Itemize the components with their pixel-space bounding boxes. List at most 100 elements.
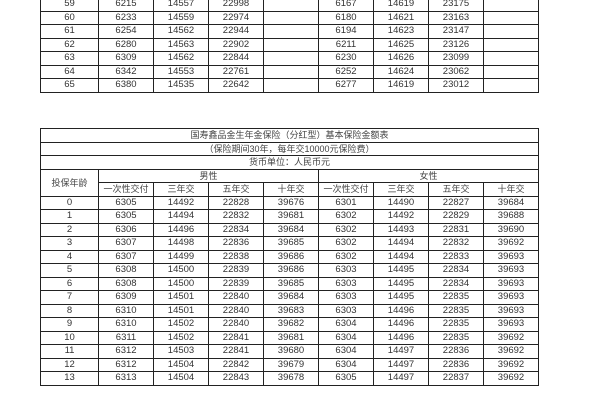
table-cell: 6230	[318, 51, 374, 66]
table-row: 5 6308 14500 22839 39686 6303 14495 22834 39693	[40, 263, 539, 278]
table-cell: 22834	[208, 222, 264, 237]
table-cell: 6194	[318, 24, 374, 39]
column-header: 五年交	[208, 182, 264, 197]
table-row: 7 6309 14501 22840 39684 6303 14495 22835 39693	[40, 290, 539, 305]
table-cell: 22832	[428, 236, 484, 251]
table-row: 6 6308 14500 22839 39685 6303 14495 22834 39693	[40, 276, 539, 291]
table-cell	[483, 24, 539, 39]
table-cell: 6312	[98, 344, 154, 359]
table-cell: 39686	[263, 263, 319, 278]
table-cell: 39676	[263, 195, 319, 210]
table-cell: 14621	[373, 10, 429, 25]
table-cell: 39693	[483, 249, 539, 264]
table-cell	[263, 10, 319, 25]
table-cell: 22827	[428, 195, 484, 210]
table-cell: 39682	[263, 317, 319, 332]
table-cell: 6180	[318, 10, 374, 25]
table-cell: 39684	[263, 222, 319, 237]
table-row: 11 6312 14503 22841 39680 6304 14497 22836 39692	[40, 344, 539, 359]
table-cell: 39679	[263, 357, 319, 372]
table-cell: 14496	[373, 317, 429, 332]
table-cell	[263, 0, 319, 12]
age-cell: 13	[40, 371, 99, 386]
table-cell: 39693	[483, 303, 539, 318]
column-header: 三年交	[153, 182, 209, 197]
table-cell	[263, 51, 319, 66]
table-cell: 23099	[428, 51, 484, 66]
table-cell: 22834	[428, 263, 484, 278]
table-row: 13 6313 14504 22843 39678 6305 14497 22837 39692	[40, 371, 539, 386]
table-cell: 39678	[263, 371, 319, 386]
table-cell: 14624	[373, 64, 429, 79]
table-cell: 39683	[263, 303, 319, 318]
table-cell: 14490	[373, 195, 429, 210]
age-cell: 12	[40, 357, 99, 372]
table-cell	[483, 51, 539, 66]
table-row: 0 6305 14492 22828 39676 6301 14490 22827 39684	[40, 195, 539, 210]
table-cell: 22832	[208, 209, 264, 224]
table-cell: 22761	[208, 64, 264, 79]
table-row: 65 6380 14535 22642 6277 14619 23012	[40, 78, 539, 93]
table-cell: 22831	[428, 222, 484, 237]
table-cell: 14498	[153, 236, 209, 251]
table-cell: 14497	[373, 357, 429, 372]
table-cell: 65	[40, 78, 99, 93]
table-cell: 22835	[428, 317, 484, 332]
table-cell: 22835	[428, 330, 484, 345]
table-title: 国寿鑫品金生年金保险（分红型）基本保险金额表	[40, 128, 539, 143]
table-cell: 6312	[98, 357, 154, 372]
table-cell: 6308	[98, 276, 154, 291]
table-row: 9 6310 14502 22840 39682 6304 14496 22835 39693	[40, 317, 539, 332]
table-cell	[483, 10, 539, 25]
column-header: 三年交	[373, 182, 429, 197]
table-cell: 22841	[208, 330, 264, 345]
age-cell: 0	[40, 195, 99, 210]
table-cell: 14553	[153, 64, 209, 79]
table-row: 64 6342 14553 22761 6252 14624 23062	[40, 64, 539, 79]
table-cell: 22840	[208, 303, 264, 318]
table-cell: 14500	[153, 276, 209, 291]
table-cell	[263, 37, 319, 52]
table-cell	[263, 78, 319, 93]
table-cell: 6303	[318, 290, 374, 305]
table-cell: 14492	[153, 195, 209, 210]
age-cell: 6	[40, 276, 99, 291]
table-cell: 14625	[373, 37, 429, 52]
table-cell: 22839	[208, 276, 264, 291]
table-cell: 6310	[98, 303, 154, 318]
table-cell: 23012	[428, 78, 484, 93]
table-cell: 6313	[98, 371, 154, 386]
table-row: 63 6309 14562 22844 6230 14626 23099	[40, 51, 539, 66]
table-cell: 39690	[483, 222, 539, 237]
table-cell: 22837	[428, 371, 484, 386]
table-cell: 6380	[98, 78, 154, 93]
table-cell: 22841	[208, 344, 264, 359]
table-cell: 6233	[98, 10, 154, 25]
table-subtitle: （保险期间30年，每年交10000元保险费）	[40, 141, 539, 156]
column-header: 十年交	[483, 182, 539, 197]
table-cell: 22902	[208, 37, 264, 52]
table-cell: 22843	[208, 371, 264, 386]
table-cell: 6305	[98, 209, 154, 224]
currency-note: 货币单位：人民币元	[40, 155, 539, 170]
table-cell: 14559	[153, 10, 209, 25]
table-cell: 22838	[208, 249, 264, 264]
column-header: 十年交	[263, 182, 319, 197]
table-cell: 22974	[208, 10, 264, 25]
table-cell: 39688	[483, 209, 539, 224]
table-cell: 6307	[98, 249, 154, 264]
table-row: 62 6280 14563 22902 6211 14625 23126	[40, 37, 539, 52]
table-cell: 22839	[208, 263, 264, 278]
table-row: 2 6306 14496 22834 39684 6302 14493 22831 39690	[40, 222, 539, 237]
table-cell: 39684	[263, 290, 319, 305]
table-cell: 14496	[373, 330, 429, 345]
table-cell: 6304	[318, 357, 374, 372]
table-cell: 14502	[153, 317, 209, 332]
table-cell: 6167	[318, 0, 374, 12]
table-cell: 39681	[263, 330, 319, 345]
table-cell: 22836	[208, 236, 264, 251]
age-cell: 8	[40, 303, 99, 318]
table-cell: 22833	[428, 249, 484, 264]
table-cell: 39693	[483, 290, 539, 305]
table-cell: 39692	[483, 330, 539, 345]
